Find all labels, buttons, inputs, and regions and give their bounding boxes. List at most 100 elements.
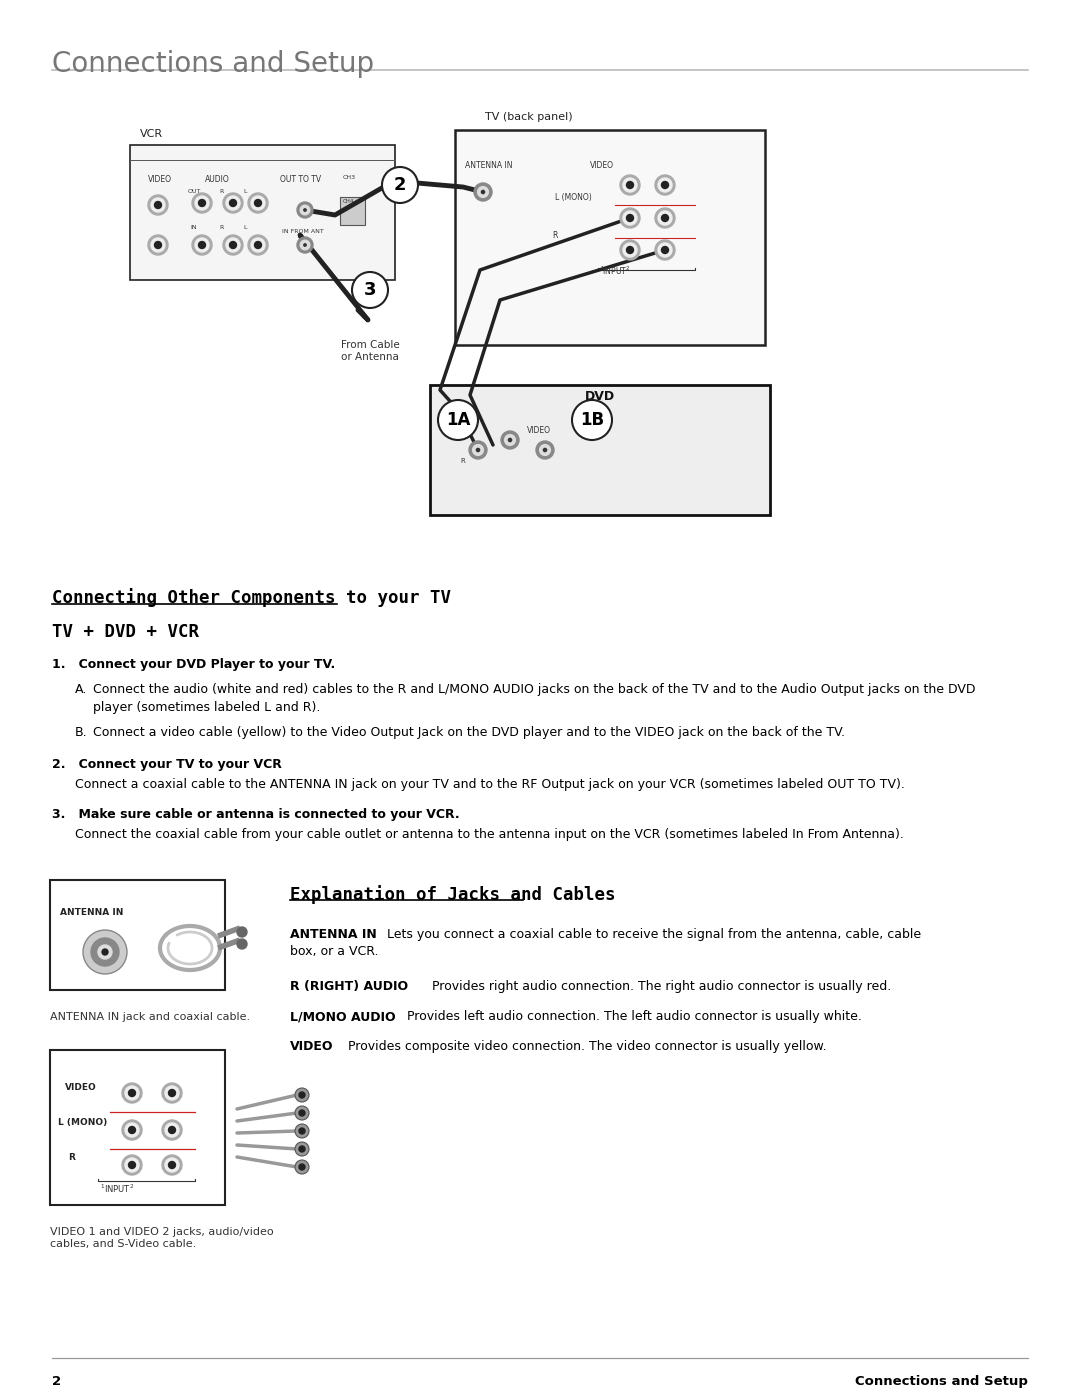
- Text: L: L: [243, 189, 246, 194]
- Text: Connect the coaxial cable from your cable outlet or antenna to the antenna input: Connect the coaxial cable from your cabl…: [75, 829, 904, 841]
- Circle shape: [299, 1146, 305, 1152]
- Text: A.: A.: [75, 683, 87, 695]
- Circle shape: [476, 448, 480, 451]
- Text: IN FROM ANT: IN FROM ANT: [282, 229, 324, 235]
- Circle shape: [237, 940, 247, 949]
- Circle shape: [248, 235, 268, 255]
- Circle shape: [229, 242, 237, 248]
- Text: ANTENNA IN: ANTENNA IN: [291, 929, 377, 941]
- Text: 1A: 1A: [446, 411, 470, 429]
- Text: 1B: 1B: [580, 411, 604, 429]
- Circle shape: [251, 196, 265, 210]
- Circle shape: [543, 448, 546, 451]
- Circle shape: [165, 1085, 179, 1101]
- Circle shape: [248, 193, 268, 212]
- Circle shape: [122, 1155, 141, 1176]
- Text: L (MONO): L (MONO): [555, 193, 592, 203]
- Circle shape: [536, 441, 554, 459]
- Circle shape: [295, 1142, 309, 1156]
- Text: Connect a coaxial cable to the ANTENNA IN jack on your TV and to the RF Output j: Connect a coaxial cable to the ANTENNA I…: [75, 779, 905, 791]
- Circle shape: [352, 272, 388, 308]
- Circle shape: [168, 1127, 175, 1134]
- Circle shape: [303, 208, 307, 211]
- Text: R: R: [552, 230, 557, 240]
- Text: CH4: CH4: [343, 198, 354, 204]
- Circle shape: [129, 1090, 135, 1097]
- Circle shape: [658, 243, 672, 257]
- Circle shape: [125, 1123, 139, 1137]
- Circle shape: [199, 242, 205, 248]
- Circle shape: [192, 235, 212, 255]
- Circle shape: [654, 240, 675, 260]
- Circle shape: [303, 244, 307, 246]
- Circle shape: [255, 242, 261, 248]
- Circle shape: [572, 400, 612, 440]
- Text: Lets you connect a coaxial cable to receive the signal from the antenna, cable, : Lets you connect a coaxial cable to rece…: [375, 929, 921, 941]
- Text: Explanation of Jacks and Cables: Explanation of Jacks and Cables: [291, 886, 616, 904]
- Circle shape: [623, 211, 637, 225]
- Circle shape: [297, 237, 313, 253]
- Circle shape: [501, 432, 519, 448]
- Circle shape: [509, 439, 512, 441]
- Circle shape: [148, 194, 168, 215]
- Circle shape: [540, 444, 551, 455]
- Circle shape: [473, 444, 484, 455]
- Text: ANTENNA IN jack and coaxial cable.: ANTENNA IN jack and coaxial cable.: [50, 1012, 251, 1022]
- Text: R: R: [68, 1153, 75, 1162]
- Circle shape: [192, 193, 212, 212]
- Circle shape: [162, 1083, 183, 1103]
- Text: VIDEO: VIDEO: [590, 161, 615, 169]
- Text: AUDIO: AUDIO: [205, 175, 230, 185]
- Circle shape: [623, 243, 637, 257]
- Text: VIDEO: VIDEO: [291, 1040, 334, 1053]
- Circle shape: [229, 200, 237, 207]
- Text: Provides composite video connection. The video connector is usually yellow.: Provides composite video connection. The…: [336, 1040, 826, 1053]
- Text: TV + DVD + VCR: TV + DVD + VCR: [52, 623, 199, 641]
- Text: OUT: OUT: [188, 189, 201, 194]
- Circle shape: [165, 1123, 179, 1137]
- Bar: [455, 130, 765, 346]
- Text: player (sometimes labeled L and R).: player (sometimes labeled L and R).: [93, 701, 321, 713]
- Circle shape: [474, 183, 492, 201]
- Circle shape: [623, 178, 637, 192]
- Circle shape: [300, 205, 310, 215]
- Circle shape: [151, 198, 165, 212]
- Circle shape: [661, 182, 669, 189]
- Circle shape: [482, 190, 485, 193]
- Circle shape: [661, 215, 669, 222]
- Circle shape: [83, 930, 127, 974]
- Circle shape: [165, 1158, 179, 1171]
- Text: Connections and Setup: Connections and Setup: [52, 50, 374, 78]
- Text: Provides left audio connection. The left audio connector is usually white.: Provides left audio connection. The left…: [395, 1010, 862, 1023]
- Text: VIDEO: VIDEO: [65, 1083, 97, 1092]
- Circle shape: [125, 1085, 139, 1101]
- Circle shape: [299, 1128, 305, 1134]
- Circle shape: [626, 247, 634, 254]
- Circle shape: [469, 441, 487, 459]
- Circle shape: [299, 1165, 305, 1170]
- Text: VIDEO 1 and VIDEO 2 jacks, audio/video
cables, and S-Video cable.: VIDEO 1 and VIDEO 2 jacks, audio/video c…: [50, 1227, 273, 1249]
- Circle shape: [129, 1127, 135, 1134]
- Circle shape: [226, 196, 240, 210]
- Bar: [340, 197, 365, 225]
- Bar: [50, 1049, 225, 1205]
- Text: CH3: CH3: [343, 175, 356, 180]
- Circle shape: [237, 927, 247, 937]
- Text: Connecting Other Components to your TV: Connecting Other Components to your TV: [52, 589, 451, 607]
- Circle shape: [154, 242, 162, 248]
- Text: ANTENNA IN: ANTENNA IN: [465, 161, 513, 169]
- Text: box, or a VCR.: box, or a VCR.: [291, 945, 378, 958]
- Circle shape: [382, 167, 418, 203]
- Text: L/MONO AUDIO: L/MONO AUDIO: [291, 1010, 395, 1023]
- Circle shape: [162, 1155, 183, 1176]
- Circle shape: [661, 247, 669, 254]
- Text: OUT TO TV: OUT TO TV: [280, 175, 321, 185]
- Circle shape: [295, 1106, 309, 1120]
- Circle shape: [620, 240, 640, 260]
- Text: R: R: [219, 189, 224, 194]
- Circle shape: [438, 400, 478, 440]
- Circle shape: [195, 237, 210, 253]
- Circle shape: [658, 178, 672, 192]
- Circle shape: [299, 1092, 305, 1098]
- Circle shape: [162, 1120, 183, 1140]
